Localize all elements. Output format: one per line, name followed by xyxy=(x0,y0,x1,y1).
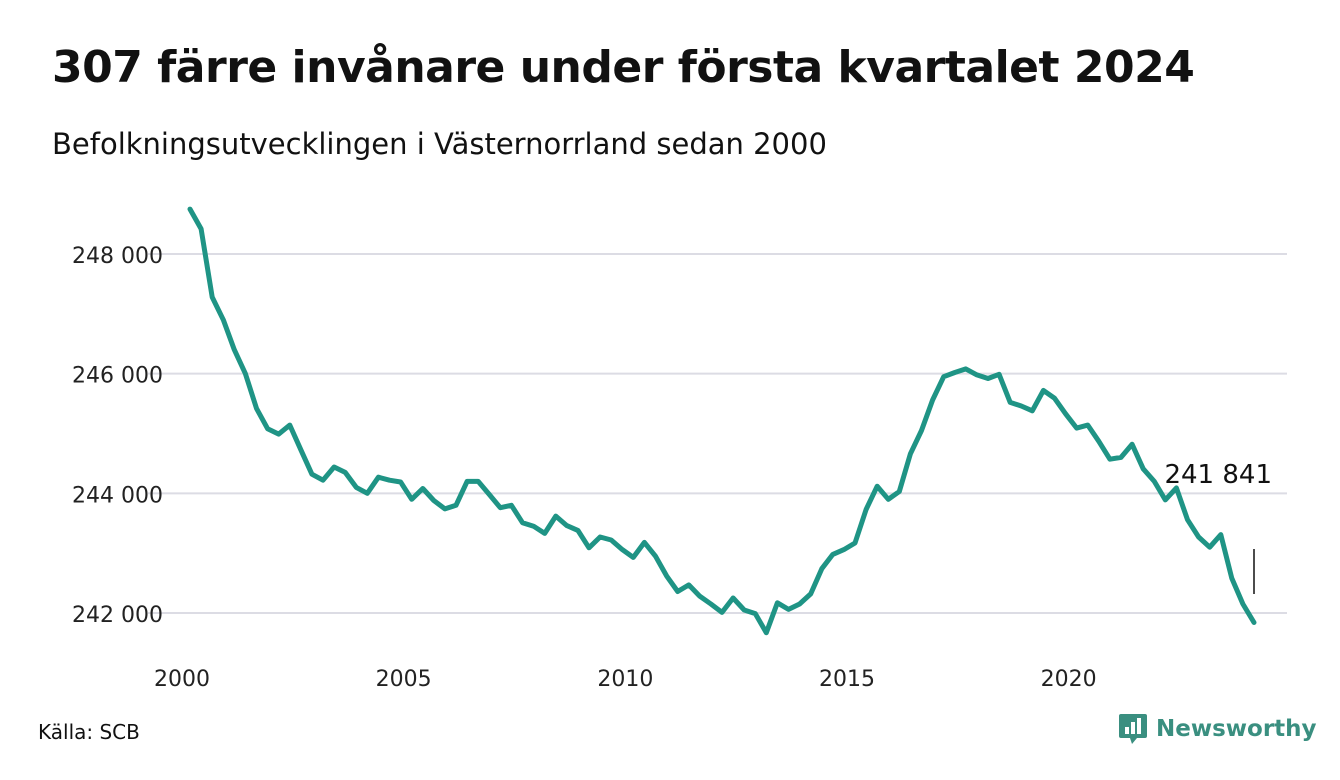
annotation-label: 241 841 xyxy=(1164,460,1272,490)
source-label: Källa: SCB xyxy=(38,720,140,744)
x-tick-label: 2020 xyxy=(1041,667,1097,692)
x-tick-label: 2005 xyxy=(376,667,432,692)
brand-logo: Newsworthy xyxy=(1118,712,1317,746)
newsworthy-logo-icon xyxy=(1118,712,1148,746)
y-axis-ticks: 242 000 244 000 246 000 248 000 xyxy=(72,244,163,628)
chart-subtitle: Befolkningsutvecklingen i Västernorrland… xyxy=(52,127,827,161)
y-tick-label: 248 000 xyxy=(72,244,163,269)
annotation: 241 841 xyxy=(1164,460,1272,594)
y-tick-label: 244 000 xyxy=(72,483,163,508)
gridlines xyxy=(148,253,1287,614)
series-line xyxy=(187,206,1257,636)
y-tick-label: 242 000 xyxy=(72,603,163,628)
x-axis-ticks: 2000 2005 2010 2015 2020 xyxy=(154,667,1097,692)
brand-name: Newsworthy xyxy=(1156,716,1317,742)
x-tick-label: 2015 xyxy=(819,667,875,692)
x-tick-label: 2000 xyxy=(154,667,210,692)
y-tick-label: 246 000 xyxy=(72,364,163,389)
series-layer xyxy=(187,206,1257,636)
line-chart: 242 000 244 000 246 000 248 000 2000 2005 201… xyxy=(72,206,1287,692)
chart-title: 307 färre invånare under första kvartale… xyxy=(52,42,1195,93)
x-tick-label: 2010 xyxy=(597,667,653,692)
